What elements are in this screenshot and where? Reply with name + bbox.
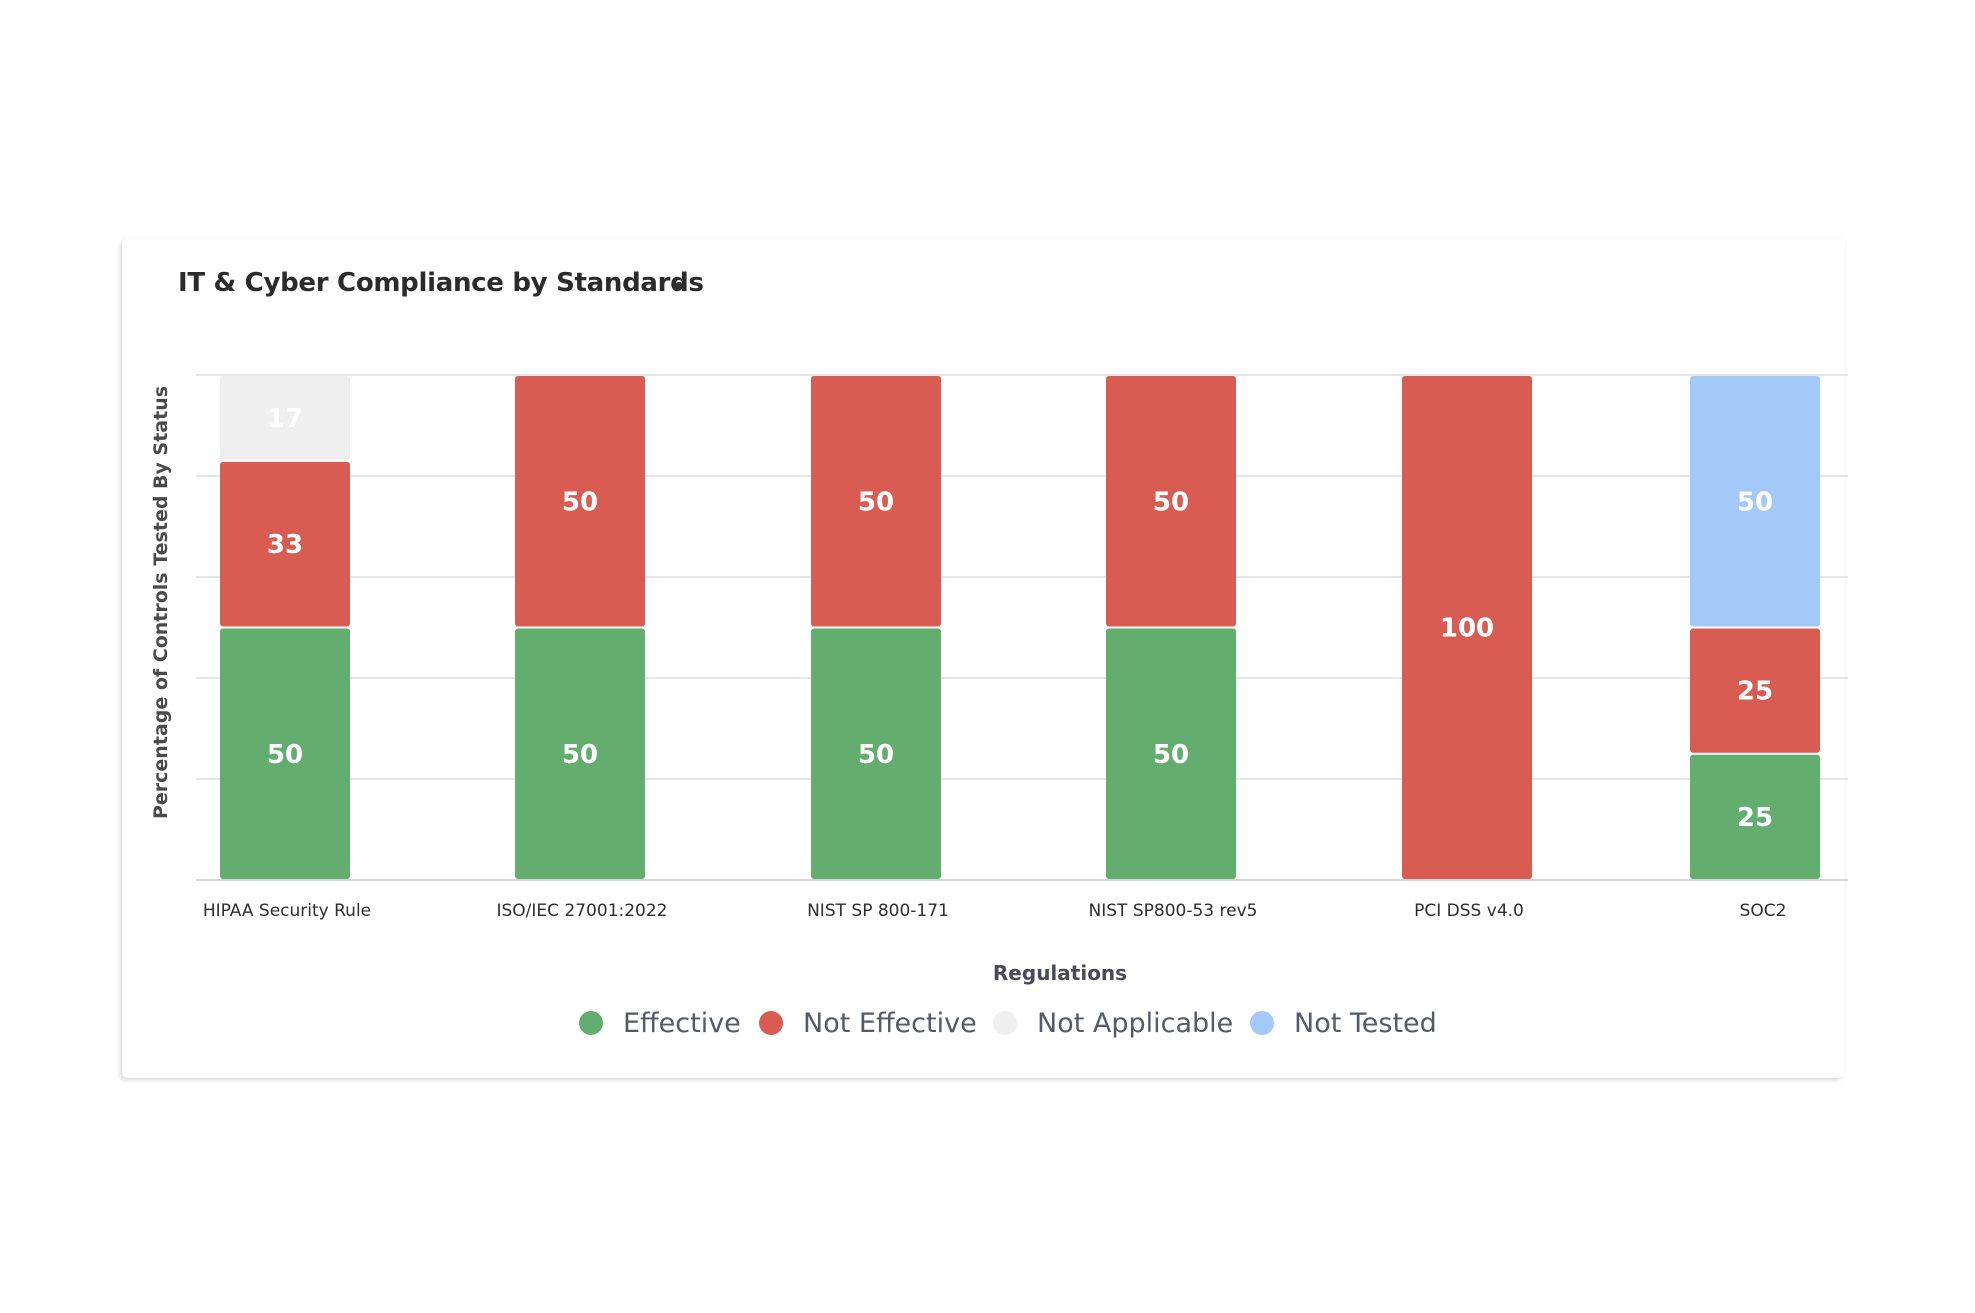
data-label: 50 [1153, 487, 1189, 517]
data-label: 50 [1153, 740, 1189, 770]
data-label: 100 [1440, 614, 1494, 644]
chart-card: IT & Cyber Compliance by Standards [122, 238, 1845, 1078]
data-label: 25 [1737, 803, 1773, 833]
bar-effective[interactable] [1690, 754, 1820, 879]
data-label: 33 [267, 530, 303, 560]
y-axis-title: Percentage of Controls Tested By Status [150, 386, 172, 819]
x-tick-label: SOC2 [1740, 901, 1787, 921]
data-label: 50 [562, 487, 598, 517]
legend-label[interactable]: Not Applicable [1037, 1008, 1233, 1039]
x-tick-label: NIST SP 800-171 [807, 901, 949, 921]
bar-effective[interactable] [220, 628, 350, 880]
data-label: 50 [858, 740, 894, 770]
x-tick-label: ISO/IEC 27001:2022 [496, 901, 667, 921]
x-tick-label: NIST SP800-53 rev5 [1089, 901, 1258, 921]
data-label: 50 [562, 740, 598, 770]
data-label: 50 [1737, 487, 1773, 517]
chart-title: IT & Cyber Compliance by Standards [178, 268, 704, 298]
data-label: 50 [858, 487, 894, 517]
legend-label[interactable]: Effective [623, 1008, 741, 1039]
x-axis-title: Regulations [993, 961, 1127, 985]
data-label: 25 [1737, 677, 1773, 707]
bar-not-effective[interactable] [220, 461, 350, 627]
bar-effective[interactable] [811, 628, 941, 880]
bar-not-effective[interactable] [1690, 628, 1820, 753]
legend-marker-effective [579, 1011, 603, 1035]
legend-marker-not-applicable [993, 1011, 1017, 1035]
bar-effective[interactable] [1106, 628, 1236, 880]
x-tick-label: HIPAA Security Rule [203, 901, 371, 921]
legend-label[interactable]: Not Tested [1294, 1008, 1437, 1039]
bar-not-effective[interactable] [1106, 376, 1236, 627]
more-options-icon[interactable] [675, 282, 683, 290]
bar-not-effective[interactable] [811, 376, 941, 627]
legend-marker-not-effective [759, 1011, 783, 1035]
bar-not-effective[interactable] [1402, 376, 1532, 879]
bar-not-effective[interactable] [515, 376, 645, 627]
bar-not-applicable[interactable] [220, 376, 350, 460]
x-tick-label: PCI DSS v4.0 [1414, 901, 1524, 921]
legend-marker-not-tested [1250, 1011, 1274, 1035]
data-label: 50 [267, 740, 303, 770]
bar-effective[interactable] [515, 628, 645, 880]
data-label: 17 [267, 404, 303, 434]
legend-label[interactable]: Not Effective [803, 1008, 977, 1039]
bar-not-tested[interactable] [1690, 376, 1820, 627]
